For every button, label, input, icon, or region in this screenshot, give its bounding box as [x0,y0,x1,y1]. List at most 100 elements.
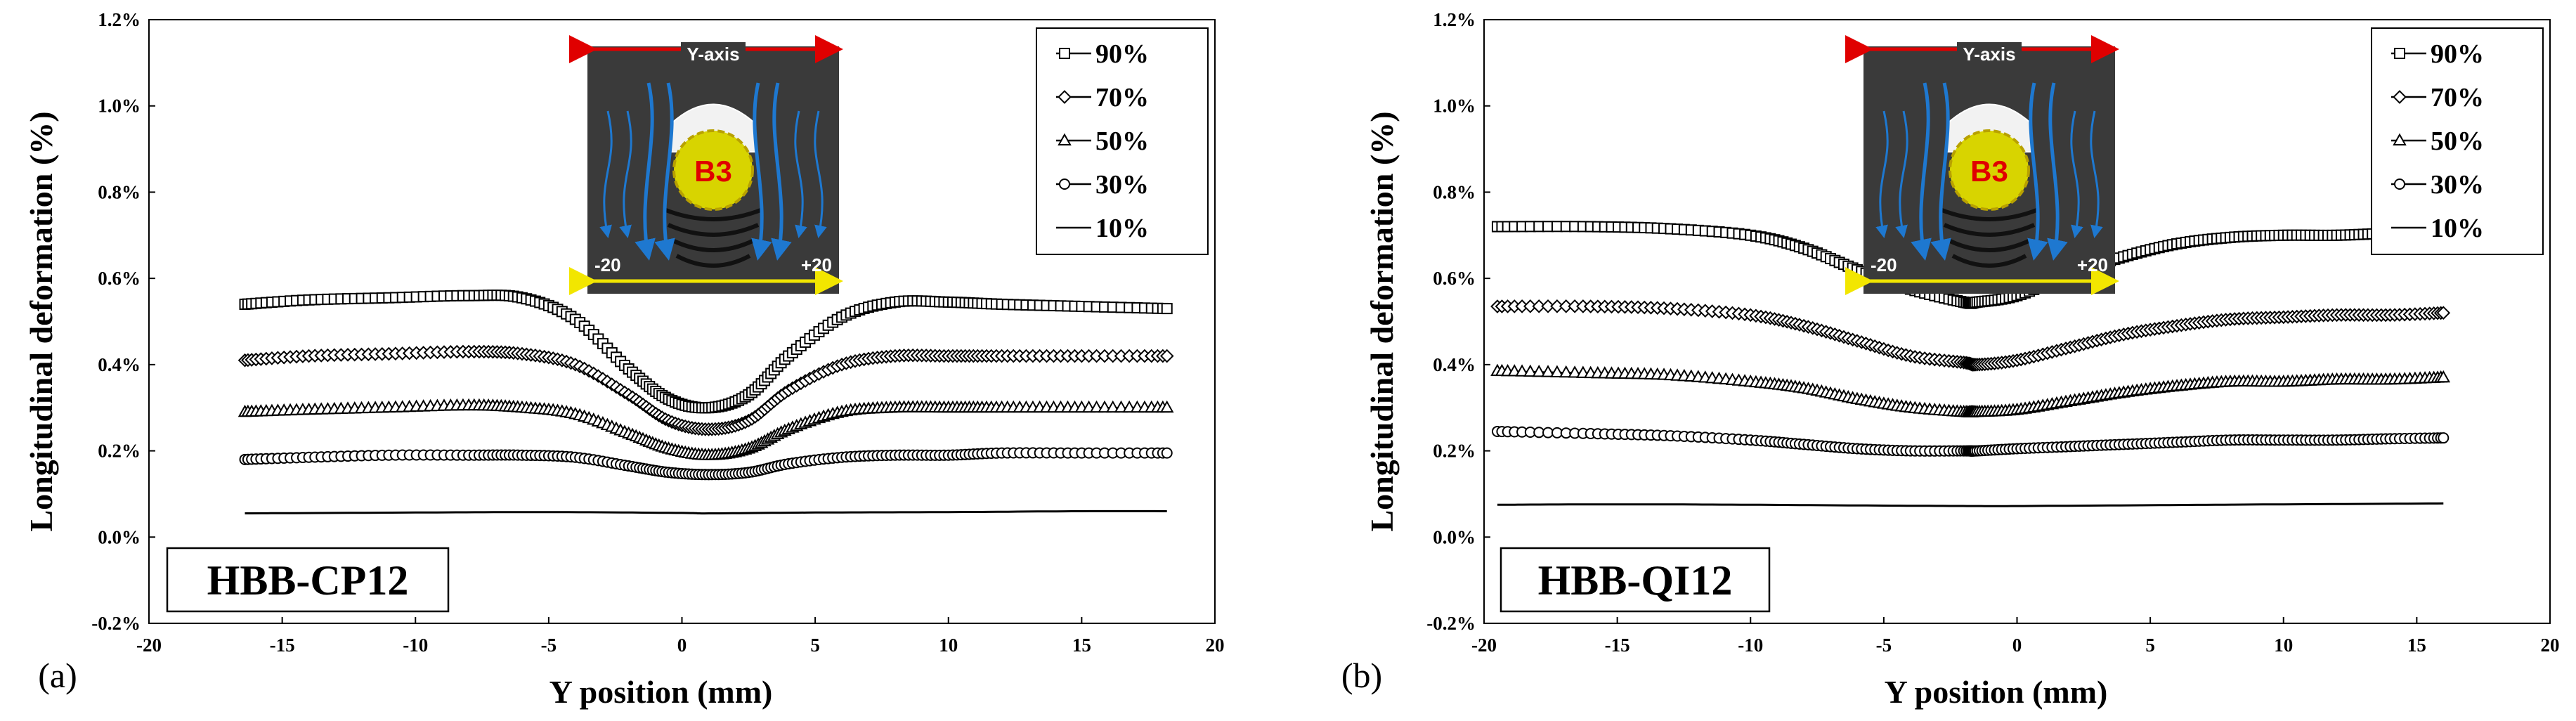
data-point [1089,400,1104,413]
data-point [1542,427,1554,439]
x-tick-label: -15 [270,635,295,656]
legend-label: 50% [2431,126,2484,156]
legend-marker [2393,133,2407,145]
flow-arrow [794,110,807,238]
bolt-circle [672,129,754,211]
flow-arrow [2090,110,2103,238]
x-tick-label: 5 [810,635,820,656]
x-tick-label: -10 [1738,635,1763,656]
x-tick-label: -15 [1605,635,1630,656]
bolt-thread-arc [1947,238,2031,252]
series-90pct [239,290,1173,414]
data-point [1550,365,1564,377]
series-50pct [238,398,1174,460]
inset-top-label: Y-axis [687,44,739,65]
data-point [1161,447,1173,459]
x-tick-label: 0 [677,635,687,656]
legend-label: 10% [2431,214,2484,243]
inset-top-label: Y-axis [1963,44,2015,65]
legend-marker [1058,90,1072,104]
legend-label: 70% [1095,83,1149,112]
legend-item: 90% [1056,39,1149,69]
flow-arrow [2027,82,2048,261]
bolt-thread-arc [1939,207,2040,221]
specimen-tag: HBB-QI12 [1538,557,1733,604]
y-tick-label: 0.2% [98,441,141,462]
y-tick-label: 0.0% [98,526,141,547]
data-point [2436,370,2451,383]
flow-arrow [751,82,772,261]
y-tick-label: 0.6% [1433,268,1476,289]
inset-center-label: B3 [694,155,732,188]
legend-label: 10% [1095,214,1149,243]
chart-panel-a: -0.2% 0.0% 0.2% 0.4% 0.6% 0.8% 1.0% 1.2% -20 -15 -… [23,9,1225,710]
legend-item: 90% [2391,39,2484,69]
legend-label: 90% [2431,39,2484,69]
y-tick-label: 1.0% [1433,96,1476,117]
data-point [1159,349,1174,363]
series-30pct [1491,425,2450,457]
data-point [1541,365,1555,377]
data-point [1542,221,1554,233]
legend-label: 70% [2431,83,2484,112]
x-tick-label: 5 [2145,635,2155,656]
x-tick-label: 0 [2012,635,2022,656]
x-tick-label: 15 [2407,635,2426,656]
inset-schematic: B3 Y-axis -20 +20 [1845,35,2119,295]
inset-center-label: B3 [1970,155,2008,188]
data-point [2436,306,2451,320]
bolt-thread-arc [1951,254,2027,268]
y-tick-label: -0.2% [91,613,141,634]
flow-arrow [1875,110,1889,238]
data-point [1541,299,1555,313]
series-70pct [1490,299,2451,372]
series-10pct [1497,502,2444,507]
legend-item: 50% [1056,126,1149,156]
x-axis-title: Y position (mm) [1885,674,2108,710]
y-axis-title: Longitudinal deformation (%) [23,111,59,531]
x-tick-label: 20 [2541,635,2560,656]
y-tick-label: 1.0% [98,96,141,117]
x-tick-label: 15 [1072,635,1091,656]
legend-label: 30% [1095,170,1149,200]
data-point [1523,364,1537,377]
y-axis-label-bg [1957,42,2022,63]
data-point [1106,400,1120,413]
x-tick-label: 20 [1206,635,1225,656]
x-tick-label: -20 [136,635,162,656]
y-tick-label: 1.2% [98,9,141,30]
bolt-thread-arc [671,238,755,252]
data-point [1550,299,1564,313]
data-point [1122,400,1136,413]
bolt-circle [1949,129,2030,211]
x-axis-title: Y position (mm) [549,674,773,710]
x-tick-label: -5 [541,635,557,656]
y-tick-label: 0.8% [1433,181,1476,202]
legend-label: 50% [1095,126,1149,156]
series-50pct [1490,363,2451,417]
legend-item: 50% [2391,126,2484,156]
legend-marker [1059,178,1070,190]
y-tick-label: -0.2% [1426,613,1476,634]
legend-item: 30% [2391,170,2484,200]
flow-arrow [814,110,827,238]
specimen-tag-box [166,547,450,613]
flow-arrow [635,82,656,261]
series-10pct [245,509,1167,515]
panel-letter: (b) [1341,656,1382,695]
y-tick-label: 0.0% [1433,526,1476,547]
series-70pct [238,344,1174,436]
chart-panel-b: -0.2% 0.0% 0.2% 0.4% 0.6% 0.8% 1.0% 1.2% -20 -15 -… [1341,9,2560,710]
y-tick-label: 0.4% [98,354,141,375]
series-line [1497,502,2444,507]
flow-arrow [1930,82,1951,261]
legend-item: 70% [1056,83,1149,112]
specimen-tag: HBB-CP12 [207,557,409,604]
legend: 90% 70% 50% 30% 10% [2371,27,2544,255]
data-point [1568,365,1582,378]
inset-left-label: -20 [1871,254,1897,275]
bolt-thread-arc [667,223,760,237]
flow-arrow [771,82,792,261]
